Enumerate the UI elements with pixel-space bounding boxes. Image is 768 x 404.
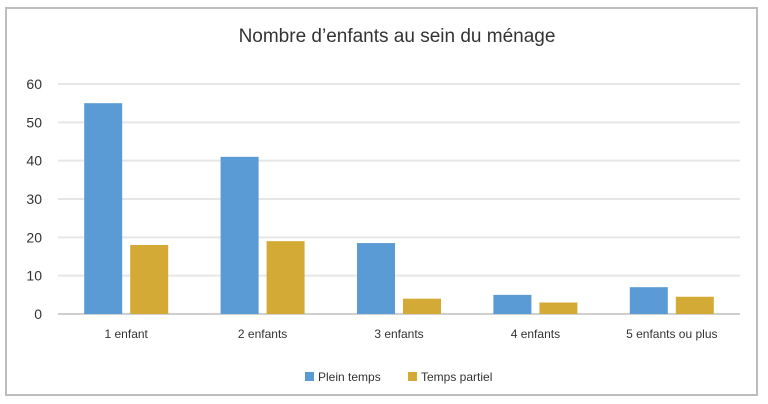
chart-frame [5, 7, 758, 396]
bar-plein-temps [629, 287, 668, 314]
x-tick-label: 3 enfants [374, 327, 423, 341]
bar-plein-temps [357, 243, 395, 314]
x-tick-label: 5 enfants ou plus [626, 327, 717, 341]
y-tick-label: 60 [26, 76, 42, 92]
y-tick-label: 0 [34, 306, 42, 322]
x-tick-label: 2 enfants [238, 327, 287, 341]
y-tick-label: 40 [26, 153, 42, 169]
bar-temps-partiel [539, 302, 578, 314]
legend-swatch [305, 372, 314, 381]
bar-temps-partiel [403, 298, 441, 314]
legend: Plein temps Temps partiel [305, 370, 492, 384]
x-axis-ticks: 1 enfant 2 enfants 3 enfants 4 enfants 5 enf… [105, 327, 718, 341]
chart-title: Nombre d’enfants au sein du ménage [239, 26, 556, 47]
x-tick-label: 1 enfant [105, 327, 149, 341]
y-tick-label: 30 [26, 191, 42, 207]
bar-plein-temps [84, 103, 123, 315]
bar-temps-partiel [130, 245, 169, 314]
x-tick-label: 4 enfants [511, 327, 560, 341]
legend-swatch [408, 372, 417, 381]
bars [84, 103, 714, 315]
bar-temps-partiel [675, 296, 714, 314]
legend-label: Plein temps [318, 370, 381, 384]
y-tick-label: 20 [26, 229, 42, 245]
bar-plein-temps [220, 156, 259, 314]
legend-label: Temps partiel [421, 370, 492, 384]
gridlines [58, 83, 740, 315]
bar-temps-partiel [266, 241, 305, 314]
y-axis-ticks: 0 10 20 30 40 50 60 [26, 76, 42, 322]
bar-plein-temps [493, 294, 532, 314]
y-tick-label: 10 [26, 268, 42, 284]
y-tick-label: 50 [26, 114, 42, 130]
